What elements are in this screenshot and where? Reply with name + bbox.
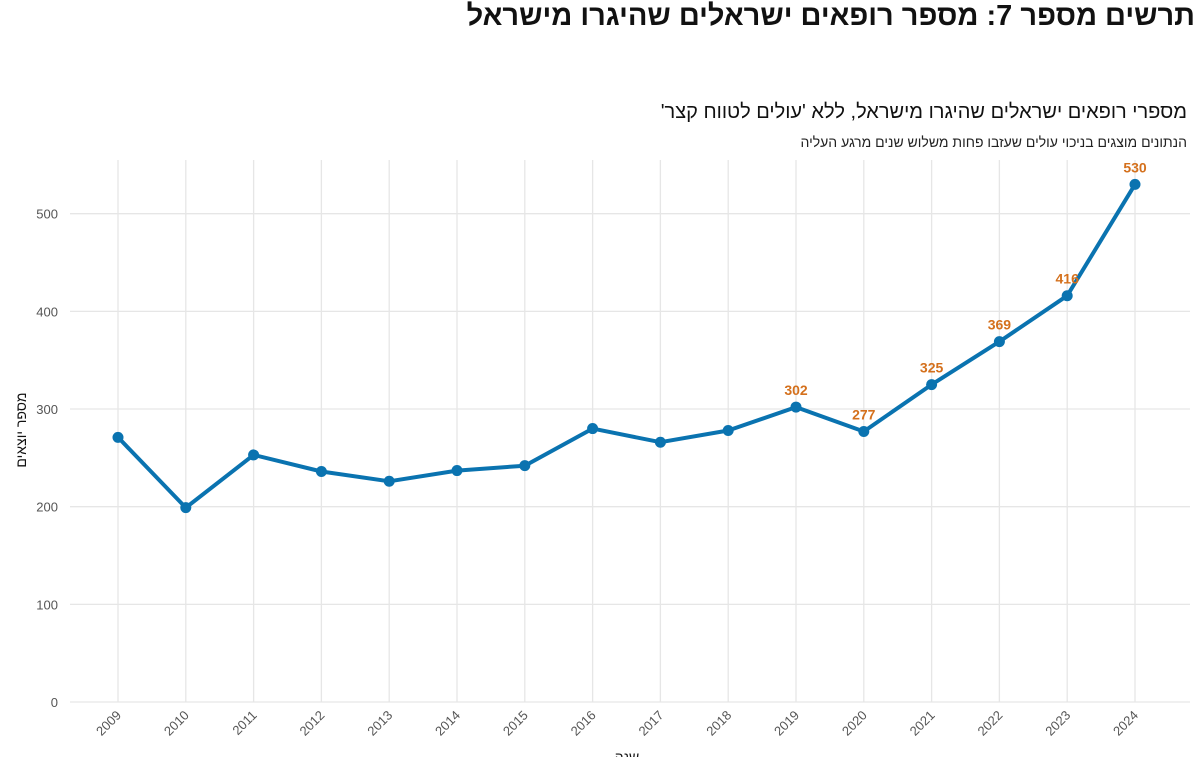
x-tick-label: 2018 — [703, 708, 734, 739]
x-tick-label: 2013 — [364, 708, 395, 739]
series-line-layer — [116, 182, 1137, 510]
data-point — [587, 423, 599, 435]
data-points — [112, 178, 1141, 514]
data-label: 302 — [784, 382, 808, 398]
chart-title: מספרי רופאים ישראלים שהיגרו מישראל, ללא … — [660, 101, 1187, 123]
y-axis-title: מספר יוצאים — [13, 392, 29, 467]
x-tick-label: 2021 — [907, 708, 938, 739]
y-tick-label: 100 — [36, 597, 58, 612]
data-label: 277 — [852, 406, 876, 422]
data-point — [1061, 290, 1073, 302]
data-point — [1129, 178, 1141, 190]
data-label: 369 — [988, 317, 1012, 333]
series-line — [116, 182, 1137, 510]
x-tick-label: 2016 — [568, 708, 599, 739]
data-point — [112, 431, 124, 443]
x-tick-label: 2019 — [771, 708, 802, 739]
x-tick-label: 2015 — [500, 708, 531, 739]
x-tick-label: 2020 — [839, 708, 870, 739]
x-tick-label: 2012 — [296, 708, 327, 739]
y-axis-ticks: 0 100 200 300 400 500 — [36, 207, 58, 710]
data-label: 325 — [920, 360, 944, 376]
x-tick-label: 2010 — [161, 708, 192, 739]
y-tick-label: 300 — [36, 402, 58, 417]
gridlines — [70, 160, 1190, 703]
x-tick-label: 2023 — [1042, 708, 1073, 739]
y-tick-label: 400 — [36, 304, 58, 319]
x-axis-title: שנה — [615, 749, 640, 757]
y-tick-label: 500 — [36, 207, 58, 222]
data-point — [519, 460, 531, 472]
x-tick-label: 2024 — [1110, 708, 1141, 739]
x-tick-label: 2011 — [229, 708, 259, 738]
data-label: 416 — [1056, 271, 1080, 287]
y-tick-label: 200 — [36, 500, 58, 515]
data-point — [315, 466, 327, 478]
data-point — [248, 449, 260, 461]
data-point — [858, 425, 870, 437]
data-point — [926, 379, 938, 391]
x-tick-label: 2009 — [93, 708, 124, 739]
data-labels: 302 277 325 369 416 530 — [784, 159, 1147, 422]
data-point — [722, 425, 734, 437]
y-tick-label: 0 — [51, 695, 58, 710]
data-point — [451, 465, 463, 477]
chart-subtitle: הנתונים מוצגים בניכוי עולים שעזבו פחות מ… — [800, 134, 1187, 150]
data-point — [790, 401, 802, 413]
x-tick-label: 2017 — [635, 708, 666, 739]
data-label: 530 — [1123, 159, 1147, 175]
data-point — [654, 436, 666, 448]
x-axis-ticks: 2009 2010 2011 2012 2013 2014 2015 2016 2017 2018… — [93, 708, 1141, 739]
data-point — [993, 336, 1005, 348]
data-point — [383, 475, 395, 487]
x-tick-label: 2022 — [974, 708, 1005, 739]
figure-title: תרשים מספר 7: מספר רופאים ישראלים שהיגרו… — [466, 0, 1195, 32]
x-tick-label: 2014 — [432, 708, 463, 739]
data-point — [180, 502, 192, 514]
